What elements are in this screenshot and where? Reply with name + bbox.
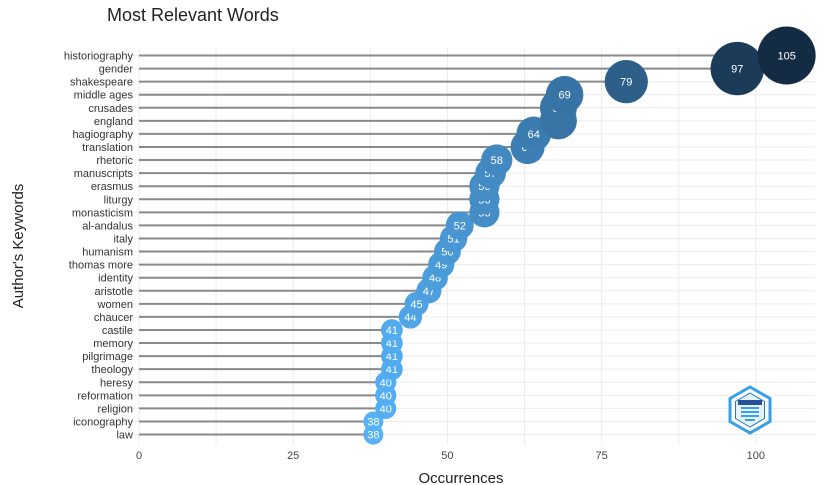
bubble-point bbox=[381, 319, 403, 341]
category-label: translation bbox=[82, 142, 133, 154]
x-tick-label: 50 bbox=[441, 450, 453, 462]
data-label: 45 bbox=[410, 299, 422, 311]
category-label: rhetoric bbox=[96, 155, 133, 167]
x-tick-label: 0 bbox=[136, 450, 142, 462]
category-label: erasmus bbox=[91, 181, 134, 193]
data-label: 105 bbox=[777, 51, 795, 63]
category-label: liturgy bbox=[104, 194, 134, 206]
bubble-point bbox=[481, 144, 513, 176]
data-label: 41 bbox=[386, 325, 398, 337]
category-label: middle ages bbox=[74, 90, 134, 102]
data-label: 52 bbox=[454, 220, 466, 232]
data-label: 58 bbox=[491, 155, 503, 167]
category-label: memory bbox=[93, 338, 133, 350]
category-label: pilgrimage bbox=[82, 351, 133, 363]
bubble-point bbox=[445, 211, 474, 240]
category-label: hagiography bbox=[72, 129, 133, 141]
bubbles: 3838404040414141414445474849505152565656… bbox=[363, 26, 816, 445]
category-label: women bbox=[97, 299, 133, 311]
data-label: 97 bbox=[731, 64, 743, 76]
category-label: heresy bbox=[100, 377, 134, 389]
category-label: theology bbox=[91, 364, 133, 376]
bibliometrix-logo bbox=[728, 385, 772, 435]
bubble-point bbox=[363, 411, 384, 432]
category-label: reformation bbox=[77, 390, 133, 402]
category-label: al-andalus bbox=[82, 220, 133, 232]
category-label: monasticism bbox=[72, 207, 133, 219]
y-axis-title: Author's Keywords bbox=[10, 184, 27, 309]
data-label: 40 bbox=[380, 390, 392, 402]
x-tick-label: 75 bbox=[595, 450, 607, 462]
category-label: humanism bbox=[82, 247, 133, 259]
bubble-point bbox=[757, 26, 816, 85]
data-label: 69 bbox=[558, 90, 570, 102]
data-label: 38 bbox=[367, 416, 379, 428]
category-label: religion bbox=[98, 403, 133, 415]
data-label: 64 bbox=[528, 129, 540, 141]
x-axis-title: Occurrences bbox=[418, 470, 503, 485]
category-label: manuscripts bbox=[74, 168, 134, 180]
x-tick-label: 25 bbox=[287, 450, 299, 462]
data-label: 38 bbox=[367, 430, 379, 442]
category-label: italy bbox=[113, 233, 133, 245]
bubble-point bbox=[710, 41, 765, 96]
data-label: 41 bbox=[386, 338, 398, 350]
x-tick-label: 100 bbox=[747, 450, 765, 462]
data-label: 79 bbox=[620, 77, 632, 89]
data-label: 40 bbox=[380, 403, 392, 415]
category-label: thomas more bbox=[69, 260, 133, 272]
category-label: iconography bbox=[73, 416, 133, 428]
data-label: 41 bbox=[386, 364, 398, 376]
bubble-point bbox=[545, 75, 584, 114]
category-label: historiography bbox=[64, 51, 134, 63]
data-label: 40 bbox=[380, 377, 392, 389]
category-label: gender bbox=[99, 64, 134, 76]
bubble-point bbox=[604, 60, 648, 104]
category-label: identity bbox=[98, 273, 133, 285]
x-tick-labels: 0 25 50 75 100 bbox=[136, 450, 765, 462]
category-label: castile bbox=[102, 325, 133, 337]
category-label: england bbox=[94, 116, 133, 128]
data-label: 41 bbox=[386, 351, 398, 363]
category-label: chaucer bbox=[94, 312, 133, 324]
category-label: law bbox=[116, 430, 133, 442]
category-label: crusades bbox=[88, 103, 133, 115]
category-label: shakespeare bbox=[70, 77, 133, 89]
data-label: 50 bbox=[441, 247, 453, 259]
chart-title: Most Relevant Words bbox=[107, 5, 279, 25]
category-label: aristotle bbox=[94, 286, 133, 298]
